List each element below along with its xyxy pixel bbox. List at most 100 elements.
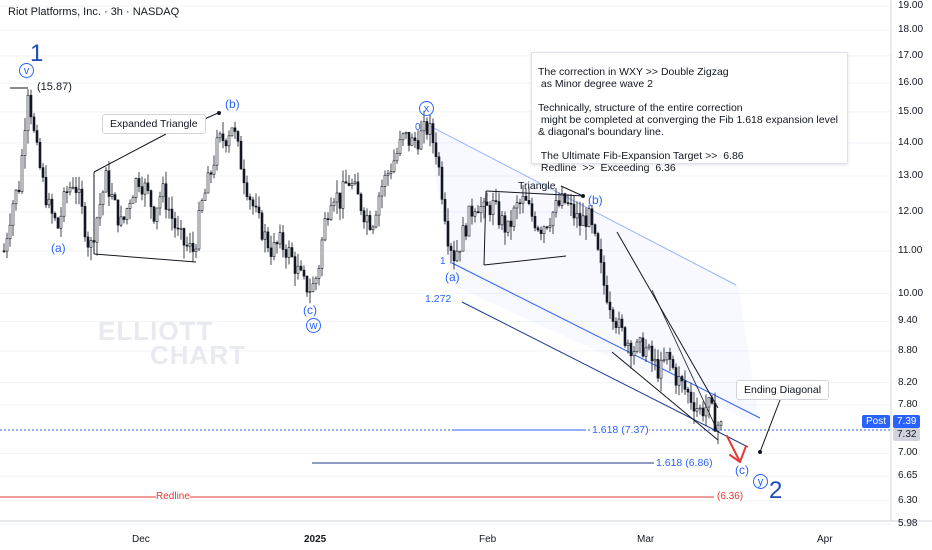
candle-body — [602, 262, 606, 286]
wave-w-label: w — [306, 318, 321, 333]
candle-body — [305, 275, 309, 293]
candle-body — [110, 194, 114, 197]
candle-body — [443, 198, 447, 222]
candle-body — [344, 181, 348, 184]
y-tick-label: 13.00 — [898, 170, 924, 182]
triangle-pointer-dot — [581, 194, 585, 198]
candle-body — [701, 407, 705, 417]
candle-body — [509, 220, 513, 227]
candle-body — [8, 224, 12, 240]
y-tick-label: 15.00 — [898, 105, 924, 117]
candle-body — [527, 200, 531, 204]
wave-b1-label: (b) — [225, 97, 240, 111]
candle-body — [626, 342, 630, 346]
candle-body — [566, 202, 570, 204]
triangle-bottom — [483, 255, 567, 266]
candle-body — [44, 177, 48, 206]
candle-body — [329, 205, 333, 220]
wave-y-label: y — [753, 474, 768, 489]
candle-body — [125, 208, 129, 220]
candle-body — [140, 186, 144, 195]
candle-body — [191, 242, 195, 252]
x-tick-feb: Feb — [479, 534, 497, 545]
candle-body — [119, 216, 123, 226]
candle-body — [188, 242, 192, 247]
candle-body — [287, 247, 291, 258]
candle-body — [158, 196, 162, 209]
candle-body — [182, 228, 186, 246]
note-line: Redline >> Exceeding 6.36 — [538, 162, 676, 174]
candle-body — [194, 248, 198, 252]
candle-body — [458, 250, 462, 253]
note-line — [538, 90, 847, 102]
candle-body — [491, 200, 495, 216]
wave-1-sub-label: 1 — [440, 256, 446, 267]
candle-body — [563, 193, 567, 203]
candle-body — [695, 408, 699, 412]
candle-body — [698, 407, 702, 410]
candle-body — [107, 170, 111, 197]
candle-body — [515, 202, 519, 209]
candle-body — [416, 140, 420, 150]
candle-body — [683, 380, 687, 390]
candle-body — [266, 231, 270, 249]
candle-body — [290, 247, 294, 257]
candle-body — [59, 215, 63, 229]
candle-body — [467, 205, 471, 237]
watermark-line2: CHART — [150, 340, 246, 370]
candle-body — [338, 192, 342, 209]
candle-body — [350, 183, 354, 186]
peak-price-label: (15.87) — [37, 81, 72, 93]
candle-body — [2, 250, 6, 253]
candle-body — [275, 242, 279, 245]
note-line: might be completed at converging the Fib… — [538, 114, 839, 126]
candle-body — [665, 351, 669, 361]
candle-body — [545, 226, 549, 229]
candle-body — [62, 191, 66, 217]
wave-c1-label: (c) — [303, 303, 317, 317]
wave-1-label: 1 — [30, 40, 44, 67]
chart-title: Riot Platforms, Inc. · 3h · NASDAQ — [8, 6, 180, 18]
candle-body — [542, 226, 546, 234]
candle-body — [98, 204, 102, 219]
candle-body — [686, 389, 690, 393]
candle-body — [650, 345, 654, 362]
candle-body — [644, 347, 648, 357]
candle-body — [284, 249, 288, 258]
y-tick-label: 6.65 — [898, 470, 918, 482]
y-tick-label: 10.00 — [898, 287, 924, 299]
candle-body — [422, 121, 426, 132]
candle-body — [497, 201, 501, 226]
candle-body — [404, 132, 408, 135]
candle-body — [653, 358, 657, 362]
candle-body — [242, 168, 246, 184]
candle-body — [68, 187, 72, 193]
candle-body — [161, 183, 165, 198]
expanded-triangle-callout: Expanded Triangle — [102, 114, 206, 134]
candle-body — [476, 211, 480, 214]
candle-body — [449, 245, 453, 251]
wave-2-label: 2 — [769, 477, 783, 504]
candle-body — [581, 215, 585, 226]
candle-body — [50, 198, 54, 214]
candle-body — [425, 121, 429, 135]
candle-body — [689, 391, 693, 403]
wave-a1-label: (a) — [51, 241, 66, 255]
candle-body — [65, 191, 69, 193]
candle-body — [137, 178, 141, 187]
expanded-triangle-bottom — [93, 253, 197, 263]
candle-body — [437, 156, 441, 168]
candle-body — [434, 142, 438, 158]
candle-body — [167, 208, 171, 211]
diagonal-upper — [616, 231, 719, 409]
candle-body — [533, 216, 537, 229]
candle-body — [530, 203, 534, 217]
candle-body — [692, 402, 696, 412]
diagonal-inner — [651, 289, 719, 433]
wave-a2-label: (a) — [445, 270, 460, 284]
candle-body — [197, 210, 201, 250]
triangle-pointer — [560, 185, 584, 197]
candle-body — [599, 249, 603, 263]
candle-body — [680, 376, 684, 382]
candle-body — [410, 137, 414, 146]
